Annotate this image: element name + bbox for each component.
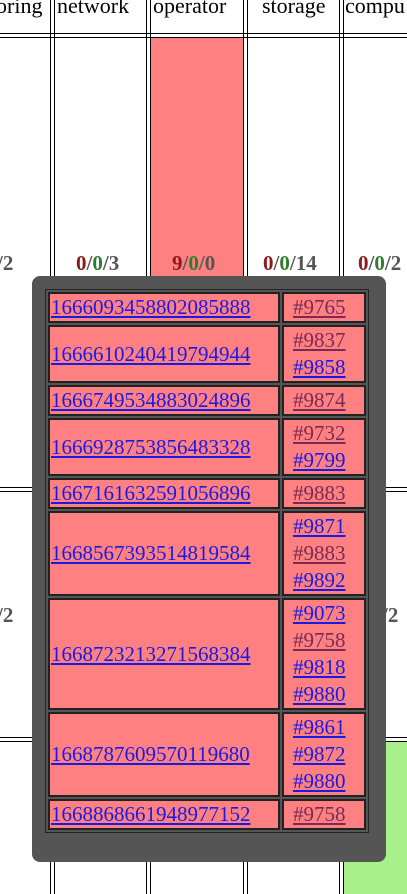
count-storage[interactable]: 0/0/14 xyxy=(263,251,317,275)
job-run-id-cell: 1668868661948977152 xyxy=(48,799,280,830)
job-run-row: 1668567393514819584 #9871 #9883 #9892 xyxy=(48,511,366,596)
job-run-row: 1668723213271568384 #9073 #9758 #9818 #9880 xyxy=(48,598,366,710)
pull-request-link[interactable]: #9732 xyxy=(293,421,346,445)
pull-request-link[interactable]: #9765 xyxy=(293,295,346,319)
job-run-row: 1666610240419794944 #9837 #9858 xyxy=(48,325,366,383)
job-run-id-cell: 1666749534883024896 xyxy=(48,385,280,416)
pull-request-link[interactable]: #9883 xyxy=(293,481,346,505)
pull-request-link[interactable]: #9758 xyxy=(293,802,346,826)
job-run-link[interactable]: 1668787609570119680 xyxy=(51,742,250,766)
column-header-network: network xyxy=(57,0,130,18)
pull-requests-cell: #9871 #9883 #9892 xyxy=(282,511,366,596)
count-network[interactable]: 0/0/3 xyxy=(76,251,120,275)
pull-request-link[interactable]: #9858 xyxy=(293,355,346,379)
count-compute[interactable]: 0/0/2 xyxy=(358,251,402,275)
job-run-id-cell: 1668567393514819584 xyxy=(48,511,280,596)
job-run-row: 1666928753856483328 #9732 #9799 xyxy=(48,418,366,476)
pull-request-link[interactable]: #9874 xyxy=(293,388,346,412)
job-run-link[interactable]: 1666610240419794944 xyxy=(51,341,251,366)
job-runs-popup: 1666093458802085888 #9765 1666610240419794… xyxy=(32,276,386,862)
count-row2-right: /2 xyxy=(382,603,399,627)
job-run-id-cell: 1666928753856483328 xyxy=(48,418,280,476)
pull-request-link[interactable]: #9861 xyxy=(293,715,346,739)
column-header-oring: oring xyxy=(0,0,43,18)
job-run-link[interactable]: 1668567393514819584 xyxy=(51,541,251,565)
pull-requests-cell: #9765 xyxy=(282,292,366,323)
count-operator[interactable]: 9/0/0 xyxy=(172,251,216,275)
column-header-storage: storage xyxy=(262,0,326,18)
job-run-row: 1667161632591056896 #9883 xyxy=(48,478,366,509)
pull-requests-cell: #9883 xyxy=(282,478,366,509)
job-run-link[interactable]: 1666749534883024896 xyxy=(51,388,251,412)
pull-request-link[interactable]: #9799 xyxy=(293,448,346,472)
pull-request-link[interactable]: #9872 xyxy=(293,742,346,766)
pull-requests-cell: #9837 #9858 xyxy=(282,325,366,383)
job-run-id-cell: 1666093458802085888 xyxy=(48,292,280,323)
pull-requests-cell: #9861 #9872 #9880 xyxy=(282,712,366,797)
pull-requests-cell: #9073 #9758 #9818 #9880 xyxy=(282,598,366,710)
pull-request-link[interactable]: #9892 xyxy=(293,568,346,592)
job-run-row: 1668787609570119680 #9861 #9872 #9880 xyxy=(48,712,366,797)
job-run-row: 1666093458802085888 #9765 xyxy=(48,292,366,323)
job-run-id-cell: 1666610240419794944 xyxy=(48,325,280,383)
job-run-id-cell: 1668723213271568384 xyxy=(48,598,280,710)
job-run-id-cell: 1667161632591056896 xyxy=(48,478,280,509)
pull-requests-cell: #9732 #9799 xyxy=(282,418,366,476)
operator-failure-cell[interactable] xyxy=(150,38,243,278)
count-row2-left: /2 xyxy=(0,603,14,627)
pull-requests-cell: #9758 xyxy=(282,799,366,830)
job-run-link[interactable]: 1667161632591056896 xyxy=(51,481,251,505)
pull-request-link[interactable]: #9880 xyxy=(293,682,346,706)
job-run-id-cell: 1668787609570119680 xyxy=(48,712,280,797)
pull-request-link[interactable]: #9758 xyxy=(293,628,346,652)
job-run-link[interactable]: 1668868661948977152 xyxy=(51,802,251,826)
pull-requests-cell: #9874 xyxy=(282,385,366,416)
pull-request-link[interactable]: #9073 xyxy=(293,601,346,625)
pull-request-link[interactable]: #9818 xyxy=(293,655,346,679)
job-run-row: 1666749534883024896 #9874 xyxy=(48,385,366,416)
job-run-link[interactable]: 1668723213271568384 xyxy=(51,641,251,666)
column-header-operator: operator xyxy=(153,0,227,18)
pull-request-link[interactable]: #9871 xyxy=(293,514,346,538)
count-oring: /2 xyxy=(0,251,14,275)
column-header-compute: compu xyxy=(345,0,405,18)
pull-request-link[interactable]: #9880 xyxy=(293,769,346,793)
job-run-row: 1668868661948977152 #9758 xyxy=(48,799,366,830)
job-runs-table: 1666093458802085888 #9765 1666610240419794… xyxy=(45,289,369,833)
job-run-link[interactable]: 1666093458802085888 xyxy=(51,295,251,319)
job-run-link[interactable]: 1666928753856483328 xyxy=(51,434,251,459)
pull-request-link[interactable]: #9837 xyxy=(293,328,346,352)
pull-request-link[interactable]: #9883 xyxy=(293,541,346,565)
